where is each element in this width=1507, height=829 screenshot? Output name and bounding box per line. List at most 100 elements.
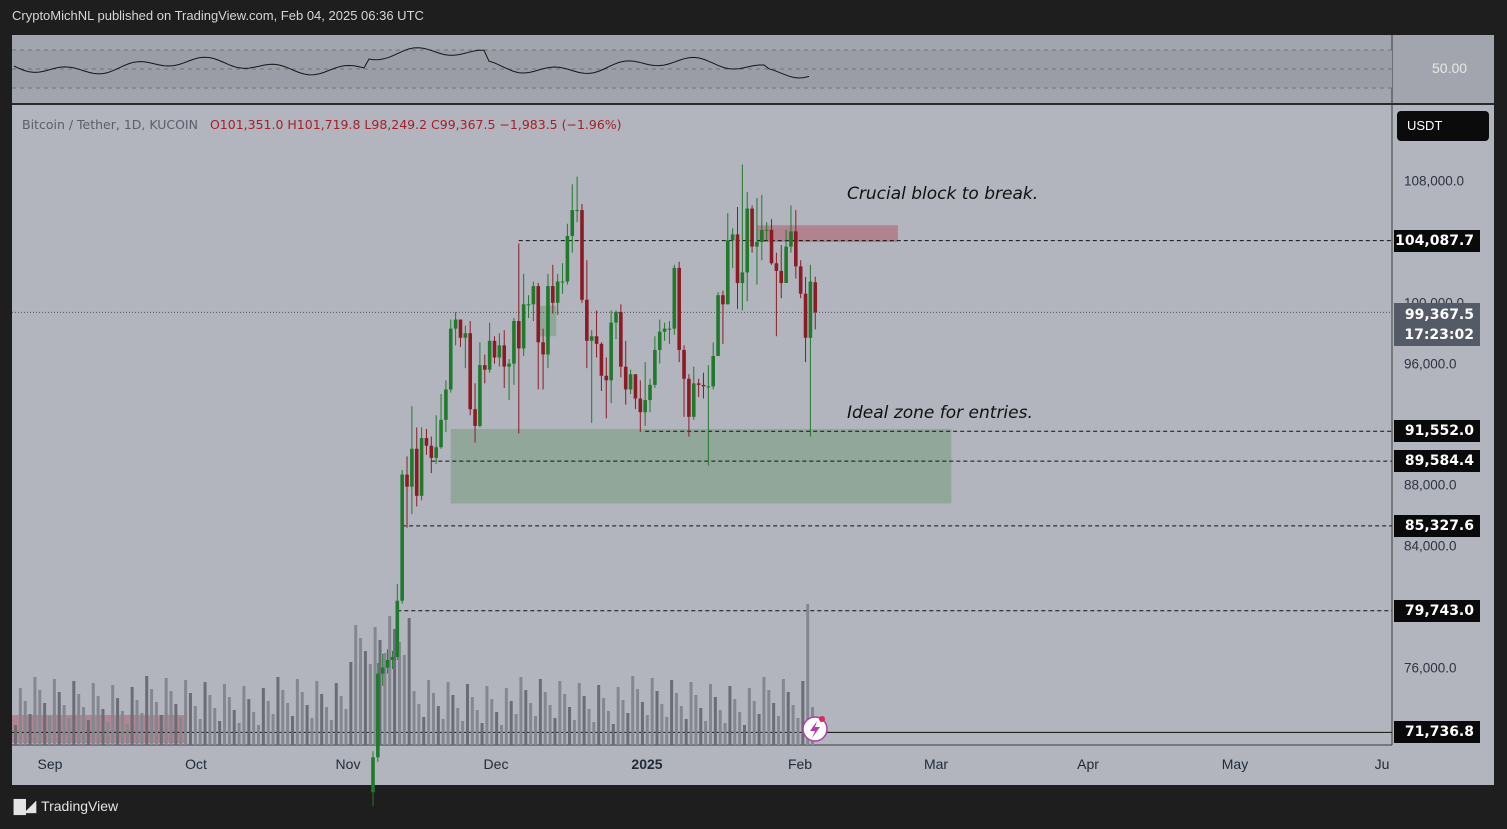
level-price-tag: 89,584.4: [1394, 450, 1480, 473]
candle-body: [779, 270, 784, 284]
candle-body: [517, 321, 521, 349]
volume-bar: [213, 708, 217, 745]
supply-block-zone: [756, 225, 898, 242]
price-tick-label: 88,000.0: [1404, 477, 1457, 493]
volume-bar: [762, 677, 766, 745]
close-value: C99,367.5: [431, 117, 496, 132]
high-value: H101,719.8: [287, 117, 361, 132]
current-price-value: 99,367.5: [1404, 307, 1474, 323]
volume-bar: [261, 688, 265, 745]
candle-body: [609, 322, 613, 381]
time-tick-label: 2025: [631, 756, 663, 772]
price-tick-label: 96,000.0: [1404, 356, 1457, 372]
volume-bar: [553, 718, 557, 745]
candle-body: [395, 600, 400, 657]
candle-body: [716, 295, 720, 356]
volume-bar: [738, 712, 742, 745]
volume-bar: [577, 683, 581, 745]
candle-body: [594, 336, 599, 344]
volume-bar: [388, 616, 392, 745]
volume-bar: [257, 725, 260, 745]
candle-body: [468, 333, 472, 410]
candle-body: [643, 400, 647, 413]
candle-body: [551, 286, 555, 303]
volume-bar: [266, 701, 270, 745]
lightning-icon: [810, 721, 820, 738]
volume-bar: [500, 725, 503, 745]
candle-body: [570, 210, 575, 236]
tradingview-logo-icon: ▇◢: [14, 798, 36, 815]
candle-body: [682, 349, 686, 379]
current-price-tag: 99,367.5 17:23:02: [1394, 303, 1480, 346]
annotation-entry-zone: Ideal zone for entries.: [847, 403, 1033, 423]
volume-bar: [52, 679, 56, 745]
volume-bar: [801, 681, 805, 745]
volume-bar: [747, 688, 751, 745]
volume-bar: [572, 720, 576, 745]
candle-body: [492, 340, 497, 358]
candle-body: [798, 266, 803, 294]
volume-bar: [626, 713, 630, 745]
volume-bar: [329, 720, 333, 745]
rsi-line: [13, 47, 810, 79]
volume-bar: [616, 687, 620, 745]
volume-bar: [130, 687, 134, 745]
volume-bar: [597, 685, 601, 745]
volume-bar: [563, 694, 567, 745]
volume-bar: [582, 696, 586, 745]
volume-bar: [543, 692, 547, 745]
volume-bar: [193, 706, 197, 745]
bar-countdown: 17:23:02: [1404, 327, 1474, 343]
candle-body: [774, 263, 779, 271]
volume-bar: [271, 714, 275, 745]
volume-bar: [451, 695, 455, 745]
volume-bar: [82, 707, 86, 745]
candle-body: [555, 281, 560, 303]
currency-button[interactable]: USDT: [1397, 111, 1489, 141]
volume-bar: [713, 697, 717, 745]
volume-bar: [538, 679, 542, 745]
candle-body: [405, 474, 409, 487]
volume-bar: [18, 688, 22, 745]
time-tick-label: Apr: [1077, 756, 1099, 772]
volume-bar: [77, 694, 81, 745]
volume-bar: [412, 691, 416, 745]
time-tick-label: May: [1221, 756, 1249, 772]
volume-bar: [431, 693, 435, 745]
candle-body: [648, 384, 652, 401]
volume-bar: [485, 686, 489, 745]
candle-body: [541, 342, 545, 355]
volume-bar: [135, 700, 139, 745]
level-price-tag: 104,087.7: [1394, 229, 1480, 252]
volume-bar: [378, 640, 382, 745]
volume-bar: [631, 676, 635, 745]
candle-body: [385, 660, 390, 668]
candle-body: [512, 321, 516, 364]
volume-bar: [694, 695, 698, 745]
candle-body: [730, 234, 735, 241]
candle-body: [531, 286, 536, 305]
volume-bar: [150, 689, 154, 745]
volume-bar: [767, 690, 771, 745]
candle-body: [410, 448, 414, 487]
volume-bar: [650, 678, 654, 745]
candle-body: [653, 349, 657, 385]
volume-bar: [708, 684, 712, 745]
volume-bar: [475, 710, 479, 745]
volume-bar: [291, 716, 295, 745]
volume-bar: [558, 681, 562, 745]
volume-bar: [320, 694, 324, 745]
volume-bar: [72, 681, 76, 745]
volume-bar: [164, 678, 168, 745]
volume-bar: [757, 714, 761, 745]
volume-bar: [106, 722, 110, 745]
volume-bar: [286, 703, 290, 745]
volume-bar: [315, 681, 319, 745]
volume-bar: [174, 704, 178, 745]
candle-body: [390, 656, 395, 660]
candle-body: [380, 667, 385, 674]
change-value: −1,983.5 (−1.96%): [499, 117, 622, 132]
candle-body: [589, 336, 594, 341]
level-price-tag: 91,552.0: [1394, 420, 1480, 443]
